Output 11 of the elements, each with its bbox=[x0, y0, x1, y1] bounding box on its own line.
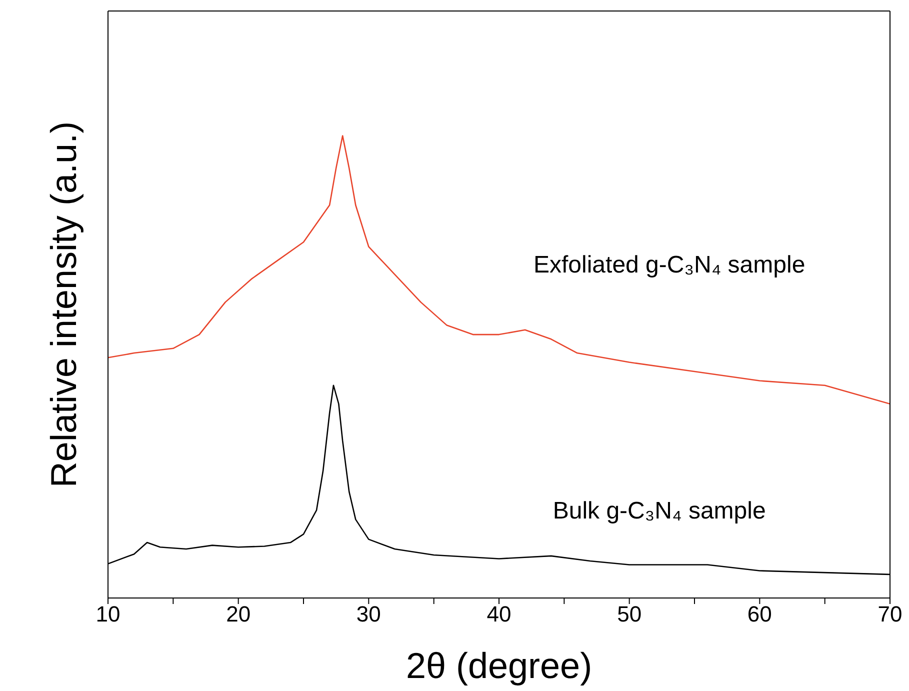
series-label: Bulk g-C₃N₄ sample bbox=[552, 498, 766, 525]
y-axis-title: Relative intensity (a.u.) bbox=[42, 121, 84, 488]
x-tick-label: 40 bbox=[486, 602, 512, 627]
x-axis-title: 2θ (degree) bbox=[406, 645, 592, 686]
x-tick-label: 30 bbox=[356, 602, 381, 627]
x-tick-label: 20 bbox=[226, 602, 251, 627]
x-tick-label: 10 bbox=[96, 602, 120, 627]
x-tick-label: 70 bbox=[878, 602, 902, 627]
x-tick-label: 60 bbox=[747, 602, 772, 627]
x-tick-label: 50 bbox=[617, 602, 642, 627]
text: Exfoliated g-C₃N₄ sample bbox=[533, 251, 806, 278]
